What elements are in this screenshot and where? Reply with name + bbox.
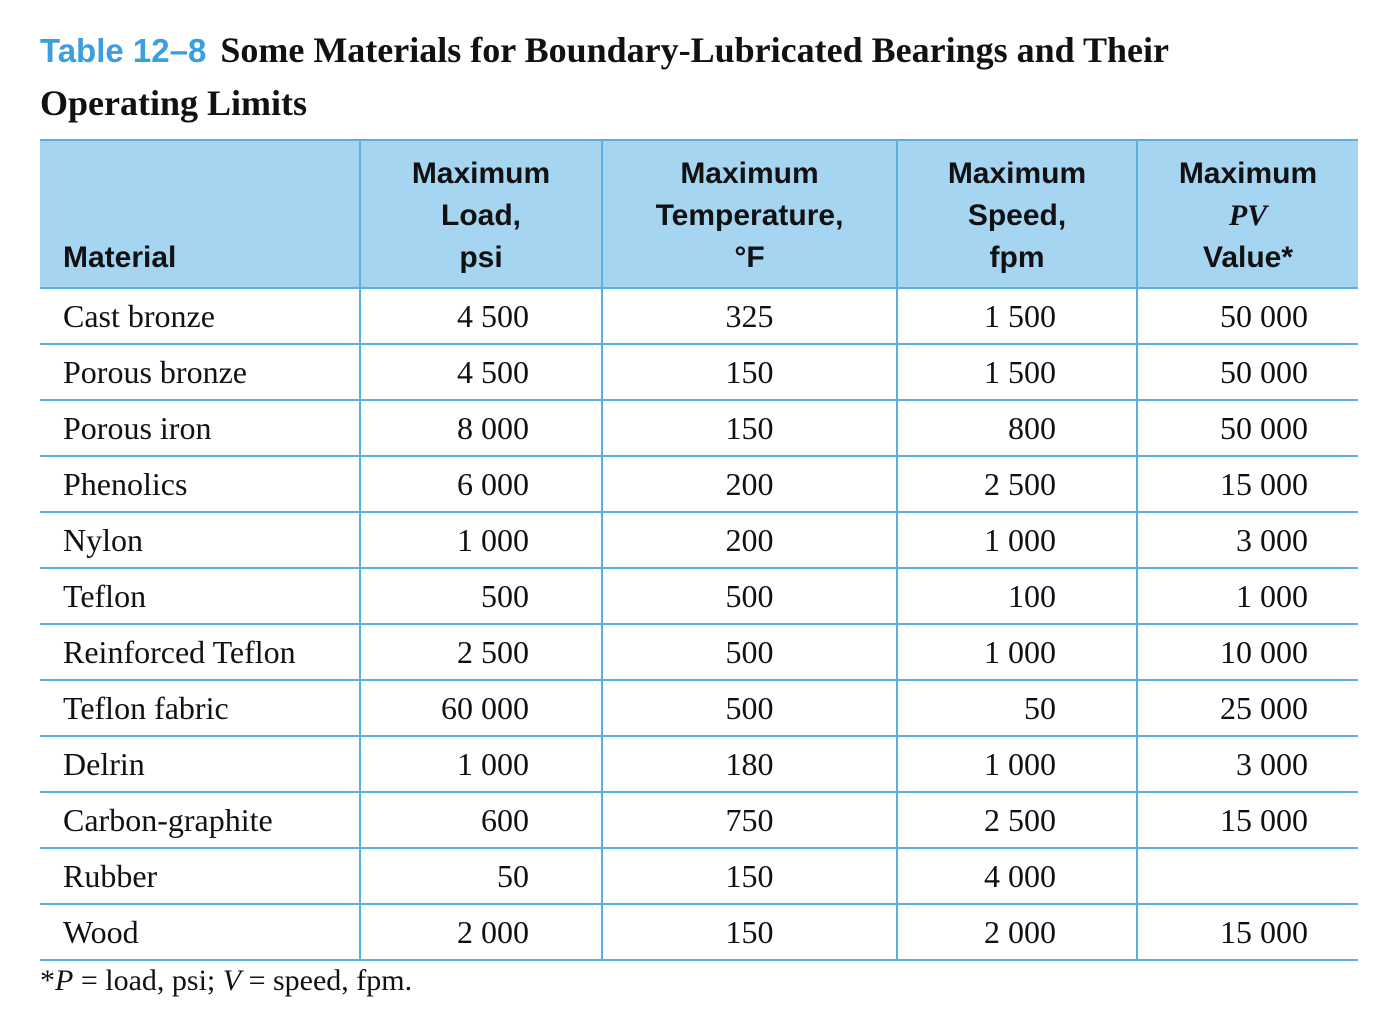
cell-load: 4 500 [359,344,602,401]
cell-pv: 50 000 [1136,400,1358,457]
table-row: Porous iron 8 000 150 800 50 000 [40,400,1358,457]
col-header-load: Maximum Load, psi [359,139,602,289]
table-row: Delrin 1 000 180 1 000 3 000 [40,736,1358,793]
table-row: Rubber 50 150 4 000 [40,848,1358,905]
cell-load: 4 500 [359,288,602,345]
cell-speed: 800 [896,400,1137,457]
cell-pv: 10 000 [1136,624,1358,681]
cell-load: 8 000 [359,400,602,457]
table-row: Carbon-graphite 600 750 2 500 15 000 [40,792,1358,849]
cell-temperature: 150 [601,848,897,905]
table-figure: Table 12–8 Some Materials for Boundary-Lu… [40,24,1358,997]
cell-material: Delrin [40,736,360,793]
cell-temperature: 500 [601,624,897,681]
cell-load: 600 [359,792,602,849]
cell-pv: 3 000 [1136,736,1358,793]
cell-speed: 1 000 [896,512,1137,569]
cell-temperature: 150 [601,904,897,961]
table-row: Cast bronze 4 500 325 1 500 50 000 [40,288,1358,345]
cell-load: 1 000 [359,736,602,793]
cell-material: Rubber [40,848,360,905]
cell-material: Teflon [40,568,360,625]
cell-load: 6 000 [359,456,602,513]
cell-temperature: 180 [601,736,897,793]
cell-material: Phenolics [40,456,360,513]
cell-material: Porous bronze [40,344,360,401]
cell-speed: 1 500 [896,288,1137,345]
cell-pv [1136,848,1358,905]
cell-temperature: 750 [601,792,897,849]
cell-speed: 2 000 [896,904,1137,961]
table-footnote: *P = load, psi; V = speed, fpm. [40,964,413,997]
col-header-pv: Maximum PV Value* [1136,139,1358,289]
cell-pv: 25 000 [1136,680,1358,737]
cell-pv: 1 000 [1136,568,1358,625]
title-line-1: Some Materials for Boundary-Lubricated B… [220,30,1170,70]
cell-temperature: 325 [601,288,897,345]
cell-temperature: 200 [601,512,897,569]
cell-material: Teflon fabric [40,680,360,737]
cell-load: 60 000 [359,680,602,737]
cell-temperature: 150 [601,400,897,457]
cell-speed: 1 000 [896,624,1137,681]
cell-speed: 100 [896,568,1137,625]
cell-pv: 50 000 [1136,344,1358,401]
table-title: Table 12–8 Some Materials for Boundary-Lu… [40,24,1358,130]
cell-load: 1 000 [359,512,602,569]
cell-temperature: 500 [601,568,897,625]
cell-temperature: 500 [601,680,897,737]
cell-material: Carbon-graphite [40,792,360,849]
v-symbol: V [222,964,242,997]
cell-load: 2 500 [359,624,602,681]
header-row: Material Maximum Load, psi Maximum Tempe… [40,139,1358,289]
materials-table: Material Maximum Load, psi Maximum Tempe… [40,139,1358,961]
cell-speed: 50 [896,680,1137,737]
cell-material: Reinforced Teflon [40,624,360,681]
cell-temperature: 200 [601,456,897,513]
title-line-2: Operating Limits [40,83,307,123]
col-header-material: Material [40,139,360,289]
table-row: Wood 2 000 150 2 000 15 000 [40,904,1358,961]
cell-material: Nylon [40,512,360,569]
cell-load: 50 [359,848,602,905]
cell-pv: 15 000 [1136,904,1358,961]
col-header-temperature: Maximum Temperature, °F [601,139,897,289]
table-row: Reinforced Teflon 2 500 500 1 000 10 000 [40,624,1358,681]
table-row: Phenolics 6 000 200 2 500 15 000 [40,456,1358,513]
table-number: Table 12–8 [40,32,207,69]
cell-material: Wood [40,904,360,961]
table-row: Teflon 500 500 100 1 000 [40,568,1358,625]
cell-pv: 15 000 [1136,792,1358,849]
cell-speed: 2 500 [896,456,1137,513]
p-symbol: P [55,964,74,997]
cell-pv: 3 000 [1136,512,1358,569]
cell-speed: 4 000 [896,848,1137,905]
cell-pv: 15 000 [1136,456,1358,513]
col-header-speed: Maximum Speed, fpm [896,139,1137,289]
cell-speed: 1 000 [896,736,1137,793]
cell-temperature: 150 [601,344,897,401]
cell-speed: 2 500 [896,792,1137,849]
cell-material: Cast bronze [40,288,360,345]
table-row: Nylon 1 000 200 1 000 3 000 [40,512,1358,569]
cell-load: 2 000 [359,904,602,961]
table-row: Teflon fabric 60 000 500 50 25 000 [40,680,1358,737]
cell-material: Porous iron [40,400,360,457]
table-body: Cast bronze 4 500 325 1 500 50 000 Porous bro… [40,288,1358,961]
cell-load: 500 [359,568,602,625]
table-row: Porous bronze 4 500 150 1 500 50 000 [40,344,1358,401]
cell-pv: 50 000 [1136,288,1358,345]
cell-speed: 1 500 [896,344,1137,401]
